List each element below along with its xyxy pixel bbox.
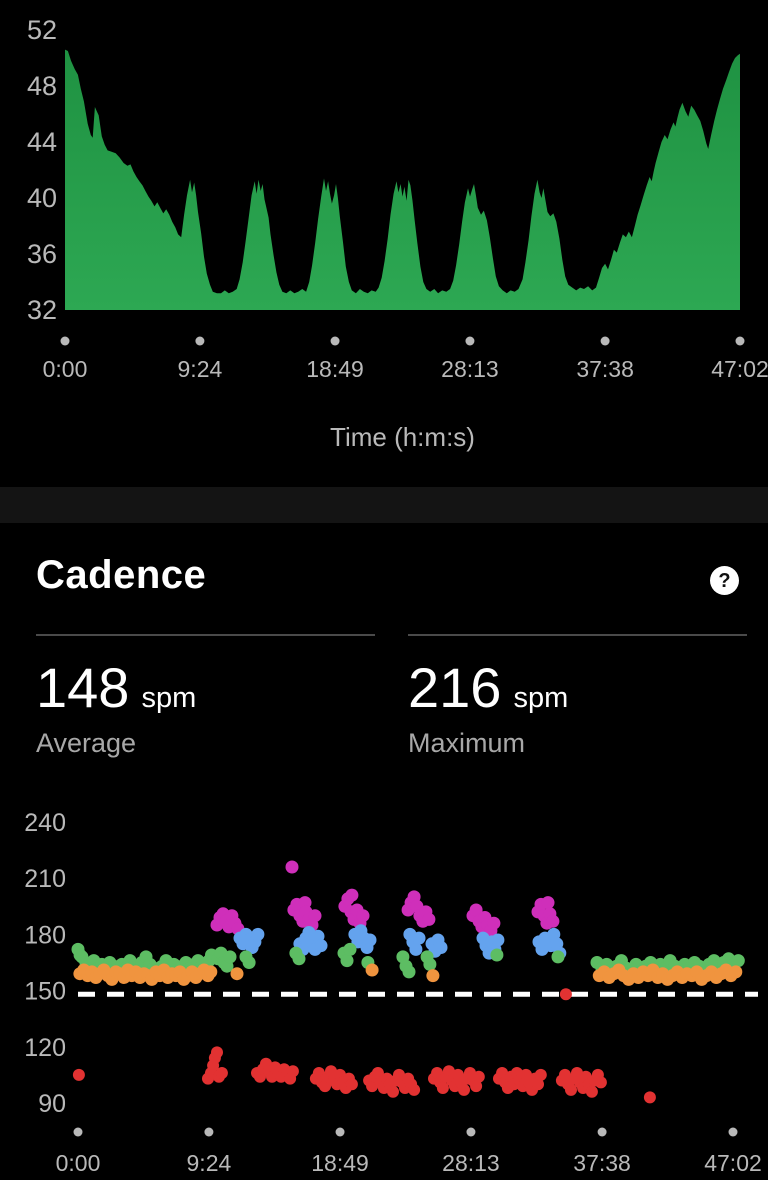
- help-button[interactable]: ?: [710, 566, 739, 595]
- x-tick-label: 47:02: [704, 1150, 762, 1176]
- time-area-chart-section: 32 36 40 44 48 52 0:00 9:24 18:49 28:13 37:38 47:02…: [0, 0, 768, 487]
- y-tick-label: 48: [27, 71, 57, 101]
- area-fill: [65, 49, 740, 310]
- average-label: Average: [36, 728, 137, 758]
- y-tick-label: 210: [24, 865, 66, 893]
- series-magenta: [210, 860, 560, 938]
- y-tick-label: 36: [27, 239, 57, 269]
- x-tick-label: 37:38: [573, 1150, 631, 1176]
- maximum-value: 216: [408, 656, 502, 719]
- x-tick-label: 18:49: [306, 356, 364, 382]
- x-tick-dot: [60, 336, 70, 346]
- maximum-unit: spm: [513, 682, 569, 714]
- cadence-scatter-chart: 90 120 150 180 210 240 0:00 9:24 18:49 28:13 37:38…: [24, 809, 762, 1176]
- x-tick-dot: [466, 1127, 476, 1137]
- cadence-section: Cadence ? 148 spm Average 216 spm Maximu…: [0, 523, 768, 1180]
- x-tick-label: 18:49: [311, 1150, 369, 1176]
- x-tick-label: 37:38: [576, 356, 634, 382]
- x-tick-label: 0:00: [43, 356, 88, 382]
- cadence-stats: 148 spm Average 216 spm Maximum: [36, 634, 747, 759]
- average-value: 148: [36, 656, 130, 719]
- y-tick-label: 52: [27, 15, 57, 45]
- y-tick-label: 120: [24, 1034, 66, 1062]
- y-tick-label: 44: [27, 127, 57, 157]
- stat-average: 148 spm Average: [36, 634, 375, 759]
- series-orange: [73, 963, 743, 986]
- y-tick-label: 180: [24, 921, 66, 949]
- average-unit: spm: [141, 682, 197, 714]
- x-tick-dot: [600, 336, 610, 346]
- x-tick-dot: [204, 1127, 214, 1137]
- average-value-row: 148 spm: [36, 660, 375, 716]
- x-tick-dot: [335, 1127, 345, 1137]
- x-tick-label: 9:24: [178, 356, 223, 382]
- x-tick-dot: [597, 1127, 607, 1137]
- y-tick-label: 240: [24, 809, 66, 837]
- x-tick-dot: [735, 336, 745, 346]
- cadence-title: Cadence: [36, 553, 207, 597]
- x-tick-label: 28:13: [441, 356, 499, 382]
- x-tick-dot: [728, 1127, 738, 1137]
- x-tick-dot: [195, 336, 205, 346]
- section-divider: [0, 487, 768, 523]
- x-tick-label: 9:24: [187, 1150, 232, 1176]
- area-chart: 32 36 40 44 48 52 0:00 9:24 18:49 28:13 37:38 47:02: [27, 15, 768, 382]
- x-tick-dot: [465, 336, 475, 346]
- maximum-value-row: 216 spm: [408, 660, 747, 716]
- maximum-label: Maximum: [408, 728, 526, 758]
- y-tick-label: 32: [27, 295, 57, 325]
- x-tick-dot: [330, 336, 340, 346]
- y-tick-label: 90: [38, 1090, 66, 1118]
- y-tick-label: 150: [24, 978, 66, 1006]
- x-tick-label: 0:00: [56, 1150, 101, 1176]
- x-tick-dot: [73, 1127, 83, 1137]
- question-mark-icon: ?: [718, 569, 731, 592]
- y-tick-label: 40: [27, 183, 57, 213]
- stat-maximum: 216 spm Maximum: [408, 634, 747, 759]
- x-axis-title: Time (h:m:s): [330, 422, 475, 452]
- x-tick-label: 47:02: [711, 356, 768, 382]
- series-red: [72, 988, 656, 1104]
- x-tick-label: 28:13: [442, 1150, 500, 1176]
